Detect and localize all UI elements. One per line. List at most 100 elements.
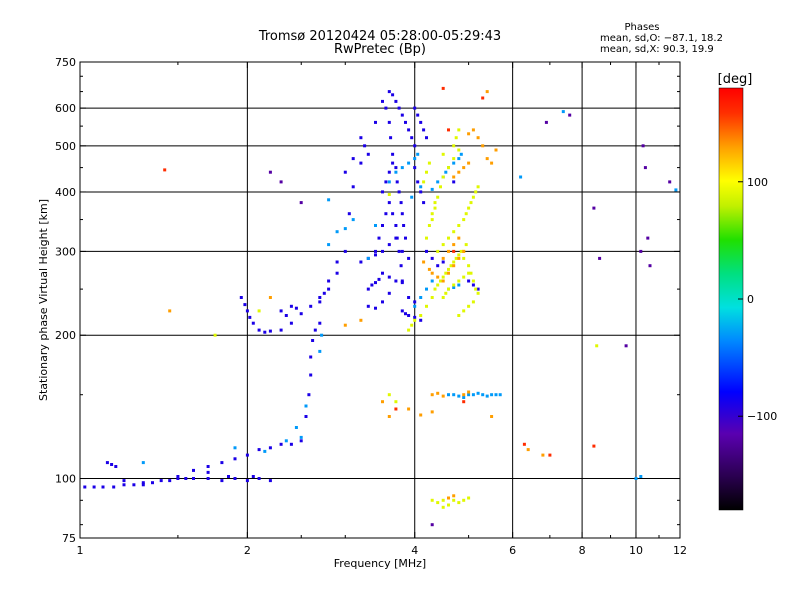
data-point (394, 400, 398, 404)
data-point (447, 496, 450, 500)
data-point (598, 256, 602, 260)
data-point (397, 106, 401, 110)
data-point (335, 271, 339, 275)
data-point (233, 446, 237, 450)
data-point (457, 148, 461, 152)
data-point (112, 485, 116, 489)
data-point (176, 477, 180, 480)
data-point (441, 498, 445, 502)
data-point (498, 393, 502, 397)
data-point (257, 309, 261, 313)
data-point (447, 503, 450, 507)
chart-title: Tromsø 20120424 05:28:00-05:29:43 (258, 29, 501, 44)
data-point (384, 180, 388, 184)
data-point (391, 212, 395, 216)
data-point (366, 152, 370, 156)
data-point (485, 394, 489, 398)
data-point (400, 249, 404, 253)
data-point (289, 442, 293, 446)
data-point (413, 300, 417, 304)
data-point (457, 224, 461, 227)
data-point (441, 86, 445, 90)
data-point (132, 483, 136, 487)
y-tick-label: 400 (55, 186, 76, 199)
data-point (425, 287, 428, 291)
data-point (335, 260, 339, 264)
data-point (436, 275, 440, 279)
y-tick-label: 600 (55, 102, 76, 115)
data-point (407, 328, 411, 332)
data-point (384, 212, 388, 216)
data-point (471, 283, 475, 287)
data-point (381, 99, 384, 103)
data-point (430, 279, 434, 283)
data-point (430, 410, 434, 414)
y-tick-label: 750 (55, 56, 76, 69)
data-point (387, 291, 391, 295)
data-point (624, 344, 628, 348)
data-point (430, 218, 434, 222)
data-point (457, 170, 461, 174)
x-tick-label: 2 (244, 544, 251, 557)
data-point (387, 120, 391, 124)
data-point (639, 249, 643, 253)
data-point (163, 168, 167, 172)
data-point (394, 170, 398, 174)
data-point (425, 304, 428, 308)
data-point (447, 128, 450, 132)
data-point (439, 185, 442, 189)
data-point (268, 329, 272, 333)
data-point (394, 407, 398, 411)
data-point (343, 170, 347, 174)
data-point (541, 453, 545, 457)
data-point (309, 373, 313, 377)
data-point (457, 314, 461, 317)
data-point (494, 393, 498, 397)
data-point (374, 224, 377, 227)
data-point (268, 479, 272, 483)
data-point (425, 170, 428, 174)
data-point (387, 201, 391, 205)
data-point (114, 465, 118, 468)
data-point (674, 188, 678, 192)
data-point (441, 243, 445, 247)
data-point (268, 170, 272, 174)
data-point (467, 132, 471, 136)
data-point (381, 400, 384, 404)
data-point (359, 161, 363, 165)
data-point (122, 479, 126, 483)
data-point (233, 457, 237, 461)
data-point (457, 279, 461, 283)
data-point (245, 309, 249, 313)
data-point (447, 271, 450, 275)
data-point (387, 243, 391, 247)
data-point (441, 260, 445, 264)
data-point (459, 249, 463, 253)
data-point (206, 465, 210, 468)
data-point (457, 394, 461, 398)
data-point (464, 243, 468, 247)
data-point (419, 185, 423, 189)
data-point (467, 271, 471, 275)
data-point (263, 449, 267, 453)
x-tick-label: 1 (77, 544, 84, 557)
data-point (419, 318, 423, 322)
data-point (447, 166, 450, 170)
data-point (192, 477, 195, 480)
data-point (105, 461, 109, 465)
data-point (407, 128, 411, 132)
data-point (457, 253, 461, 257)
data-point (462, 393, 466, 397)
data-point (407, 314, 411, 317)
y-tick-label: 100 (55, 473, 76, 486)
data-point (441, 505, 445, 509)
data-point (322, 291, 326, 295)
data-point (407, 296, 411, 299)
data-point (413, 315, 417, 319)
data-point (311, 339, 315, 342)
data-point (467, 206, 471, 210)
data-point (359, 318, 363, 322)
data-point (220, 479, 224, 483)
data-point (433, 206, 437, 210)
data-point (351, 185, 355, 189)
